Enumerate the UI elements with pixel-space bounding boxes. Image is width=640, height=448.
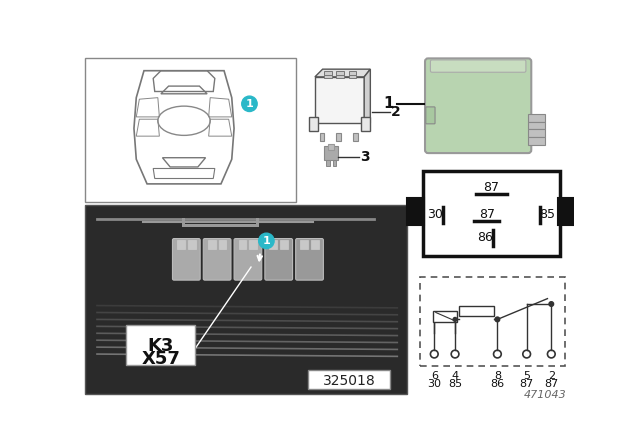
Bar — [239, 240, 246, 250]
Bar — [337, 133, 341, 141]
Bar — [324, 146, 338, 160]
Text: 30: 30 — [428, 379, 441, 389]
Circle shape — [549, 302, 554, 306]
Text: 471043: 471043 — [524, 390, 566, 400]
Text: 5: 5 — [523, 371, 530, 381]
Text: 6: 6 — [431, 371, 438, 381]
Bar — [353, 133, 358, 141]
FancyBboxPatch shape — [265, 238, 292, 280]
Bar — [420, 277, 565, 366]
Bar — [337, 71, 344, 74]
Bar — [219, 240, 227, 250]
Bar — [422, 171, 560, 255]
Bar — [84, 206, 406, 394]
Bar — [349, 71, 356, 74]
Text: 87: 87 — [483, 181, 499, 194]
Bar — [311, 240, 319, 250]
Circle shape — [495, 318, 499, 321]
Text: 1: 1 — [383, 96, 394, 111]
Text: 87: 87 — [479, 208, 495, 221]
Bar — [333, 160, 336, 166]
Bar — [349, 74, 356, 78]
FancyBboxPatch shape — [308, 370, 390, 389]
Bar — [315, 77, 364, 123]
Text: X57: X57 — [141, 350, 180, 368]
Bar — [182, 224, 259, 227]
Bar — [324, 71, 332, 74]
FancyBboxPatch shape — [204, 238, 231, 280]
Circle shape — [453, 318, 457, 321]
FancyBboxPatch shape — [431, 60, 526, 72]
Bar — [84, 58, 296, 202]
Bar — [407, 198, 424, 225]
Bar — [558, 198, 575, 225]
Bar — [308, 117, 318, 131]
Bar — [433, 311, 456, 322]
FancyBboxPatch shape — [426, 107, 435, 124]
Bar — [250, 240, 257, 250]
Bar — [528, 137, 545, 145]
Bar — [319, 133, 324, 141]
Bar — [528, 114, 545, 121]
Text: 85: 85 — [540, 208, 556, 221]
FancyBboxPatch shape — [425, 58, 531, 153]
FancyBboxPatch shape — [234, 238, 262, 280]
Text: 1: 1 — [262, 236, 270, 246]
Bar — [459, 306, 493, 315]
Text: 86: 86 — [490, 379, 504, 389]
Bar — [300, 240, 308, 250]
Bar — [280, 240, 288, 250]
Bar — [324, 74, 332, 78]
FancyBboxPatch shape — [172, 238, 200, 280]
Text: 85: 85 — [448, 379, 462, 389]
Bar — [269, 240, 277, 250]
FancyBboxPatch shape — [296, 238, 323, 280]
Bar — [188, 240, 196, 250]
Polygon shape — [364, 69, 371, 123]
Bar — [326, 160, 330, 166]
Text: 86: 86 — [477, 231, 493, 244]
Text: 2: 2 — [391, 104, 401, 119]
Bar — [528, 129, 545, 137]
Circle shape — [242, 96, 257, 112]
Text: 87: 87 — [544, 379, 559, 389]
Bar — [361, 117, 371, 131]
Text: 4: 4 — [451, 371, 459, 381]
Bar — [182, 218, 185, 227]
Circle shape — [259, 233, 274, 249]
Circle shape — [495, 317, 500, 322]
Text: 2: 2 — [548, 371, 555, 381]
Text: 325018: 325018 — [323, 374, 376, 388]
Text: 8: 8 — [494, 371, 501, 381]
Text: 1: 1 — [246, 99, 253, 109]
Bar — [177, 240, 185, 250]
FancyBboxPatch shape — [126, 325, 195, 365]
Bar — [528, 121, 545, 129]
Bar — [255, 218, 259, 227]
Text: 30: 30 — [427, 208, 443, 221]
Bar — [337, 74, 344, 78]
Polygon shape — [315, 69, 371, 77]
Text: 3: 3 — [360, 150, 370, 164]
Text: 87: 87 — [520, 379, 534, 389]
Bar — [208, 240, 216, 250]
Bar — [328, 144, 334, 150]
Text: K3: K3 — [148, 336, 174, 354]
